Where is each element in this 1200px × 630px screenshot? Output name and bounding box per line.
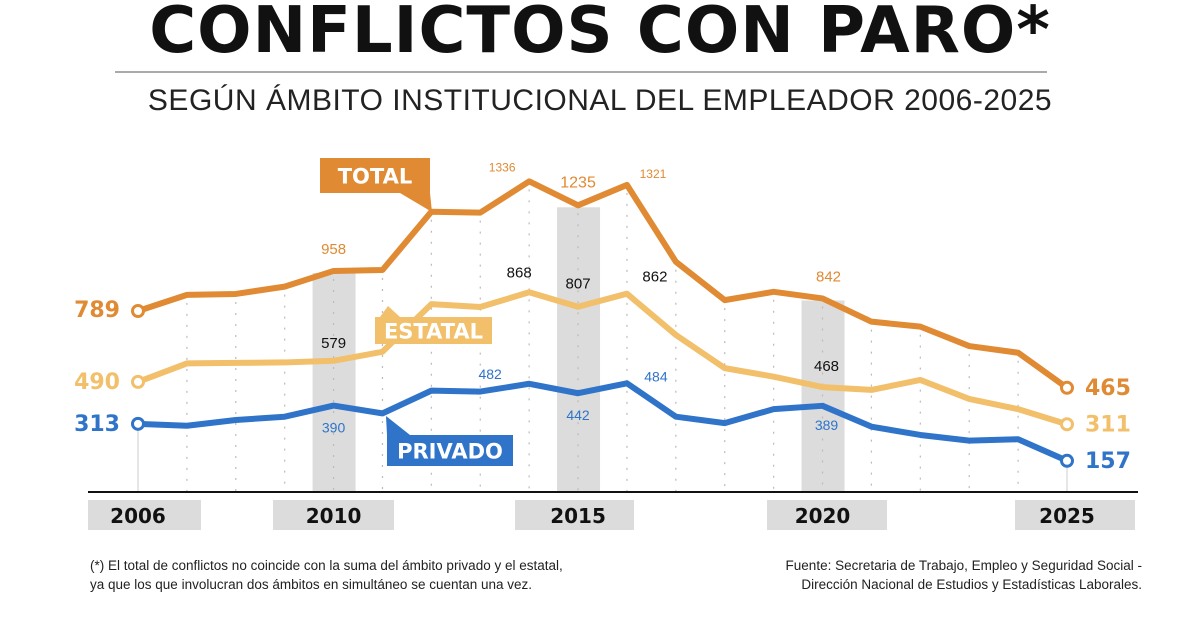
data-label-total: 1235: [560, 174, 596, 191]
data-label-total: 1321: [640, 167, 667, 181]
data-label-estatal: 490: [74, 370, 120, 395]
x-tick-label: 2020: [795, 504, 851, 528]
endpoint-marker-privado: [131, 416, 145, 431]
data-label-privado: 157: [1085, 449, 1131, 474]
data-label-estatal: 311: [1085, 412, 1131, 437]
data-label-total: 842: [816, 268, 841, 285]
x-tick-label: 2025: [1039, 504, 1095, 528]
data-label-total: 789: [74, 298, 120, 323]
series-tag-privado: PRIVADO: [386, 416, 513, 466]
highlight-band-2015: [557, 207, 601, 492]
x-tick-box: [515, 500, 634, 530]
data-label-privado: 389: [815, 417, 839, 433]
data-label-estatal: 868: [507, 264, 532, 281]
chart-title: CONFLICTOS CON PARO*: [149, 0, 1051, 68]
endpoint-marker-total: [1060, 380, 1074, 395]
source-line: Dirección Nacional de Estudios y Estadís…: [801, 577, 1142, 592]
endpoint-marker-estatal: [1060, 417, 1074, 432]
tag-pointer: [380, 306, 400, 317]
x-tick-label: 2006: [110, 504, 166, 528]
data-label-total: 958: [321, 241, 346, 258]
source-note: Fuente: Secretaria de Trabajo, Empleo y …: [786, 556, 1142, 594]
tag-pointer: [386, 416, 410, 435]
data-label-privado: 442: [566, 407, 590, 423]
data-label-privado: 313: [74, 412, 120, 437]
x-tick-box: [273, 500, 394, 530]
series-tag-label: PRIVADO: [397, 440, 503, 464]
footnote-line: (*) El total de conflictos no coincide c…: [90, 558, 563, 573]
footnote: (*) El total de conflictos no coincide c…: [90, 556, 563, 594]
tag-box: [320, 158, 430, 193]
series-tag-total: TOTAL: [320, 158, 432, 212]
footnote-line: ya que los que involucran dos ámbitos en…: [90, 577, 533, 592]
data-label-estatal: 807: [566, 276, 591, 293]
endpoint-marker-estatal: [131, 374, 145, 389]
data-label-estatal: 862: [642, 269, 667, 286]
data-label-total: 465: [1085, 376, 1131, 401]
tag-box: [387, 435, 513, 466]
data-label-total: 1336: [489, 160, 516, 174]
title-divider: [115, 71, 1047, 73]
x-tick-box: [767, 500, 887, 530]
source-line: Fuente: Secretaria de Trabajo, Empleo y …: [785, 558, 1142, 573]
endpoint-marker-total: [131, 304, 145, 319]
x-tick-label: 2015: [550, 504, 606, 528]
series-tag-estatal: ESTATAL: [375, 306, 492, 344]
series-line-total: [137, 178, 1069, 391]
data-label-estatal: 579: [321, 335, 346, 352]
x-tick-box: [88, 500, 201, 530]
highlight-band-2010: [312, 272, 356, 492]
data-label-privado: 390: [322, 420, 346, 436]
endpoint-marker-privado: [1060, 453, 1074, 468]
series-tag-label: TOTAL: [338, 165, 413, 189]
series-tag-label: ESTATAL: [384, 320, 483, 344]
tag-pointer: [400, 193, 432, 212]
tag-box: [375, 317, 492, 344]
data-label-privado: 482: [478, 366, 502, 382]
x-tick-label: 2010: [306, 504, 362, 528]
data-label-privado: 484: [644, 368, 668, 384]
x-tick-box: [1015, 500, 1135, 530]
series-line-estatal: [136, 289, 1068, 428]
series-line-privado: [137, 380, 1069, 464]
data-label-estatal: 468: [814, 358, 839, 375]
chart-subtitle: SEGÚN ÁMBITO INSTITUCIONAL DEL EMPLEADOR…: [147, 84, 1053, 117]
